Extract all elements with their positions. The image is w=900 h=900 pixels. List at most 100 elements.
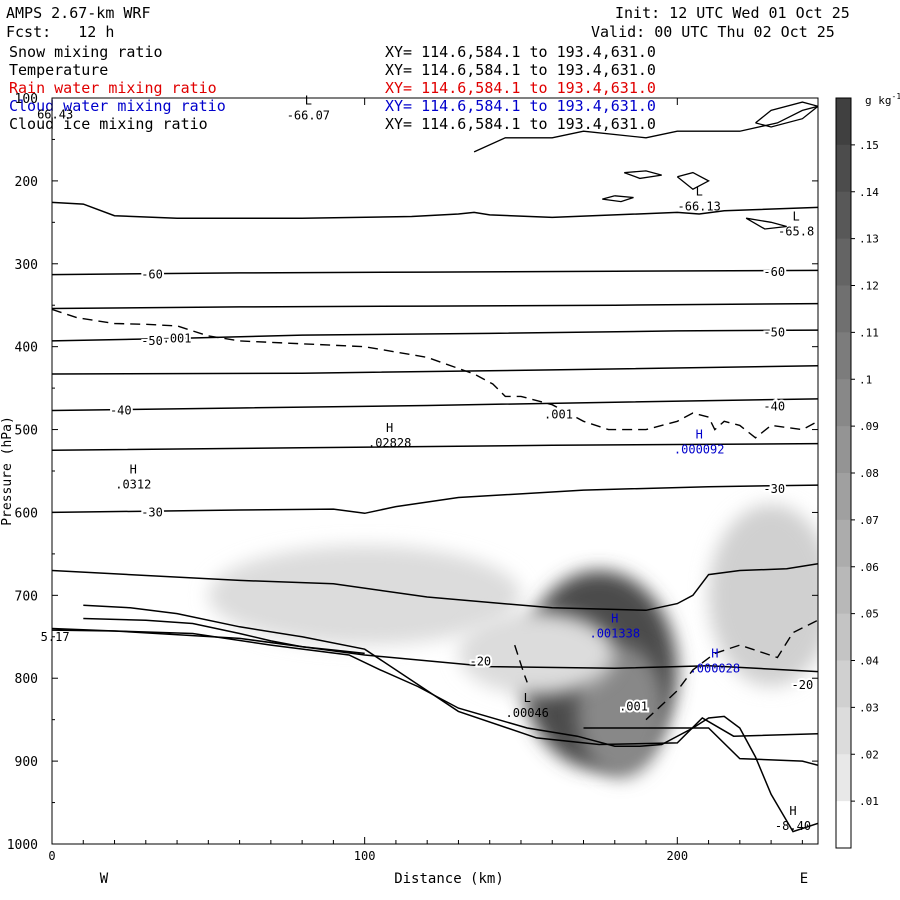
contour-labels: -60 -60 -50 -50 -40 -40 -30 -30 -20 -20 .001 .001 .0… — [37, 93, 815, 833]
field-xy-snow: XY= 114.6,584.1 to 193.4,631.0 — [385, 43, 656, 61]
isotherm-4 — [52, 364, 818, 375]
colorbar-label-0: .15 — [859, 139, 879, 152]
extremum-marker-6: H — [611, 611, 618, 625]
contour-lines — [52, 101, 818, 833]
extremum-value-9: -8.40 — [775, 819, 811, 833]
extremum-value-3: .02828 — [368, 436, 411, 450]
model-title: AMPS 2.67-km WRF — [6, 4, 151, 22]
colorbar-label-2: .13 — [859, 233, 879, 246]
colorbar-swatch-7 — [836, 426, 851, 474]
shading-blob-2 — [208, 545, 521, 646]
x-tick-label-2: 200 — [666, 849, 688, 863]
y-axis-label: Pressure (hPa) — [0, 416, 15, 526]
colorbar-swatch-2 — [836, 191, 851, 240]
colorbar-swatch-12 — [836, 660, 851, 708]
contour-label-5: -40 — [763, 399, 785, 413]
extremum-marker-4: H — [130, 462, 137, 476]
isotherm-1 — [52, 269, 818, 276]
colorbar-swatch-11 — [836, 613, 851, 661]
colorbar-swatch-13 — [836, 707, 851, 755]
dashed-contour-0 — [52, 308, 818, 439]
contour-label-9: -20 — [792, 678, 814, 692]
colorbar: .15 .14 .13 .12 .11 .1 .09 .08 .07 .06 .05 .04 .03 .0… — [835, 97, 879, 849]
contour-label-12: .001 — [619, 699, 648, 713]
colorbar-label-10: .05 — [859, 608, 879, 621]
shading-blob-1 — [577, 645, 665, 778]
init-time: Init: 12 UTC Wed 01 Oct 25 — [615, 4, 850, 22]
extremum-value-8: .00046 — [506, 706, 549, 720]
contour-label-10: .001 — [163, 331, 192, 345]
west-label: W — [100, 871, 109, 887]
extremum-marker-7: H — [711, 646, 718, 660]
isotherm-6 — [52, 442, 818, 452]
y-tick-label-8: 900 — [15, 755, 38, 770]
edge-value-1: 5.17 — [41, 630, 70, 644]
field-xy-temperature: XY= 114.6,584.1 to 193.4,631.0 — [385, 61, 656, 79]
isotherm-10 — [83, 604, 818, 746]
y-tick-label-4: 500 — [15, 424, 38, 439]
contour-label-8: -20 — [469, 655, 491, 669]
valid-time: Valid: 00 UTC Thu 02 Oct 25 — [591, 23, 835, 41]
dashed-contour-1 — [514, 644, 528, 683]
extremum-marker-0: L — [305, 93, 312, 107]
contour-label-0: -60 — [141, 268, 163, 282]
field-xy-cloud-water: XY= 114.6,584.1 to 193.4,631.0 — [385, 97, 656, 115]
colorbar-frame — [835, 97, 852, 849]
y-tick-label-6: 700 — [15, 589, 38, 604]
contour-label-11: .001 — [544, 408, 573, 422]
colorbar-unit: g kg-1 — [865, 92, 900, 107]
field-name-rain: Rain water mixing ratio — [9, 79, 217, 97]
colorbar-swatch-3 — [836, 238, 851, 286]
forecast-hour: Fcst: 12 h — [6, 23, 115, 41]
isotherm-5 — [52, 398, 818, 412]
extremum-value-0: -66.07 — [287, 108, 330, 122]
colorbar-swatch-8 — [836, 473, 851, 521]
contour-label-2: -50 — [141, 334, 163, 348]
colorbar-swatch-10 — [836, 566, 851, 615]
field-name-cloud-water: Cloud water mixing ratio — [9, 97, 226, 115]
extremum-marker-8: L — [524, 691, 531, 705]
field-xy-cloud-ice: XY= 114.6,584.1 to 193.4,631.0 — [385, 115, 656, 133]
colorbar-label-6: .09 — [859, 420, 879, 433]
colorbar-swatch-9 — [836, 519, 851, 568]
isotherm-7 — [52, 484, 818, 515]
cloud-ice-contour-4 — [602, 195, 634, 203]
shading-blob-4 — [458, 611, 615, 695]
colorbar-label-4: .11 — [859, 326, 879, 339]
y-tick-label-1: 200 — [15, 175, 38, 190]
colorbar-label-14: .01 — [859, 795, 879, 808]
isotherm-3 — [52, 329, 818, 342]
extremum-value-6: .001338 — [589, 626, 640, 640]
cloud-ice-contour-1 — [755, 101, 818, 128]
colorbar-swatch-15 — [836, 801, 851, 849]
extremum-value-1: -66.13 — [678, 200, 721, 214]
x-tick-label-1: 100 — [354, 849, 376, 863]
field-name-cloud-ice: Cloud ice mixing ratio — [9, 115, 208, 133]
contour-label-4: -40 — [110, 403, 132, 417]
cloud-ice-contour-2 — [676, 171, 710, 190]
y-tick-label-9: 1000 — [7, 838, 38, 853]
x-tick-label-0: 0 — [48, 849, 55, 863]
colorbar-unit-base: g kg — [865, 94, 892, 107]
y-tick-label-5: 600 — [15, 506, 38, 521]
colorbar-swatch-5 — [836, 332, 851, 380]
terrain-line — [52, 629, 818, 833]
east-label: E — [800, 871, 808, 887]
colorbar-swatch-0 — [836, 98, 851, 146]
colorbar-label-1: .14 — [859, 186, 879, 199]
colorbar-swatch-14 — [836, 754, 851, 802]
colorbar-swatch-4 — [836, 285, 851, 333]
contour-label-3: -50 — [763, 326, 785, 340]
colorbar-label-8: .07 — [859, 514, 879, 527]
extremum-value-2: -65.8 — [778, 224, 814, 238]
isotherm-8 — [52, 563, 818, 612]
contour-label-6: -30 — [141, 505, 163, 519]
y-tick-label-7: 800 — [15, 672, 38, 687]
colorbar-swatch-1 — [836, 144, 851, 193]
extremum-marker-5: H — [696, 427, 703, 441]
isotherm-12 — [583, 727, 818, 767]
isotherm-2 — [52, 302, 818, 310]
extremum-marker-9: H — [789, 804, 796, 818]
